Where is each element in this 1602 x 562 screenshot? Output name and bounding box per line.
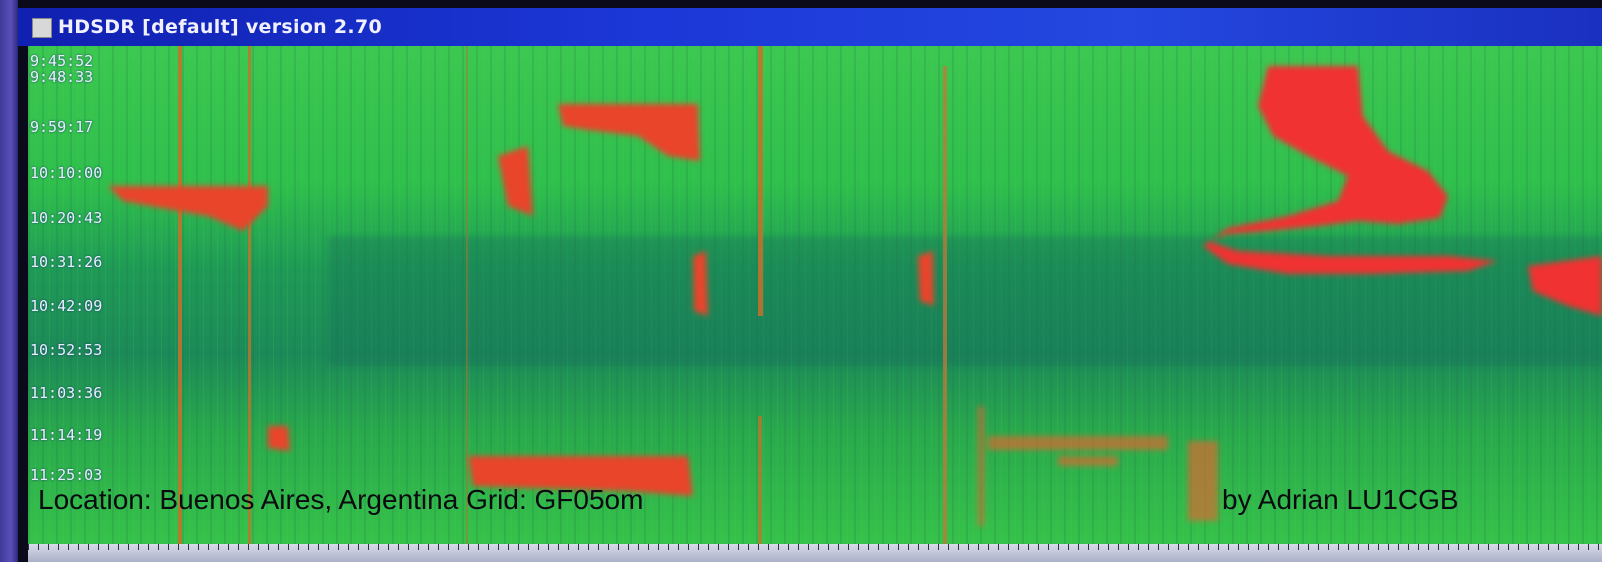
timestamp-label: 10:52:53 [30, 341, 103, 359]
title-bar[interactable]: HDSDR [default] version 2.70 [18, 8, 1602, 46]
ruler-ticks [28, 544, 1602, 550]
timestamp-scale: 9:45:52 9:48:33 9:59:17 10:10:00 10:20:4… [30, 46, 130, 516]
location-caption: Location: Buenos Aires, Argentina Grid: … [38, 484, 644, 515]
timestamp-label: 10:42:09 [30, 297, 103, 315]
screen-bezel [0, 0, 18, 562]
waterfall-display[interactable] [28, 46, 1602, 544]
timestamp-label: 9:59:17 [30, 118, 94, 136]
timestamp-label: 10:20:43 [30, 209, 103, 227]
waterfall-spectrum [28, 46, 1602, 544]
app-icon[interactable] [32, 18, 52, 38]
frequency-ruler[interactable] [28, 544, 1602, 562]
timestamp-label: 9:48:33 [30, 68, 94, 86]
timestamp-label: 9:45:52 [30, 52, 94, 70]
author-caption: by Adrian LU1CGB [1222, 484, 1459, 515]
timestamp-label: 11:25:03 [30, 466, 103, 484]
timestamp-label: 10:10:00 [30, 164, 103, 182]
timestamp-label: 11:03:36 [30, 384, 103, 402]
window-title: HDSDR [default] version 2.70 [58, 16, 382, 38]
hdsdr-window: HDSDR [default] version 2.70 [18, 0, 1602, 562]
timestamp-label: 10:31:26 [30, 253, 103, 271]
timestamp-label: 11:14:19 [30, 426, 103, 444]
